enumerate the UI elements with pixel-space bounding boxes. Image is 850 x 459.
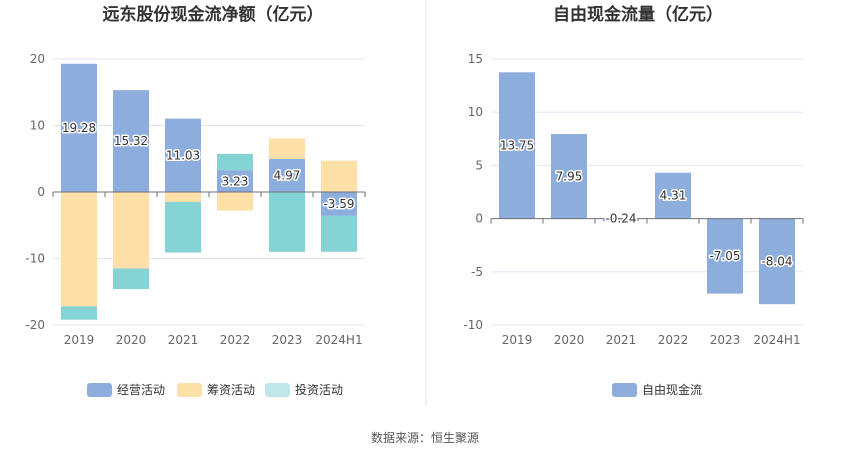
data-label: 4.31	[660, 189, 687, 203]
bar-segment	[217, 192, 253, 211]
bar-segment	[165, 118, 201, 192]
bar-segment	[113, 268, 149, 290]
cash-flow-net-chart: 远东股份现金流净额（亿元） 20 10 0 -10 -20 2019 2020 2021 2022…	[25, 4, 366, 397]
y-tick-label: -10	[25, 252, 45, 266]
x-tick-label: 2019	[64, 333, 95, 347]
chart-title: 自由现金流量（亿元）	[553, 4, 723, 25]
legend-item[interactable]: 筹资活动	[177, 383, 255, 397]
bar	[603, 218, 639, 222]
data-label: 11.03	[166, 148, 200, 162]
bar-segment	[217, 153, 253, 171]
data-label: 4.97	[274, 168, 301, 182]
bar-segment	[113, 192, 149, 269]
bar-segment	[269, 138, 305, 159]
x-tick-label: 2024H1	[753, 333, 800, 347]
bar	[551, 134, 587, 219]
bar-segment	[321, 192, 357, 216]
legend-swatch	[177, 383, 202, 397]
legend-label: 经营活动	[117, 383, 165, 397]
legend-label: 自由现金流	[642, 382, 702, 397]
data-label: -8.04	[761, 254, 792, 268]
data-label: 3.23	[222, 174, 249, 188]
y-tick-label: -10	[463, 318, 483, 332]
data-label: -0.24	[605, 212, 636, 226]
legend-swatch	[87, 383, 112, 397]
y-tick-label: 0	[475, 212, 483, 226]
bar	[499, 72, 535, 219]
data-label: -7.05	[709, 249, 740, 263]
bar	[655, 172, 691, 219]
bar-segment	[165, 192, 201, 202]
bar-segment	[269, 192, 305, 252]
y-tick-label: -20	[25, 318, 45, 332]
x-tick-label: 2019	[502, 333, 533, 347]
y-tick-label: 5	[475, 158, 483, 172]
x-tick-label: 2022	[658, 333, 689, 347]
legend-swatch	[265, 383, 290, 397]
x-tick-label: 2023	[710, 333, 741, 347]
legend-label: 投资活动	[295, 382, 343, 397]
x-tick-label: 2023	[272, 333, 303, 347]
bar	[707, 218, 743, 294]
bar-segment	[165, 201, 201, 253]
bar-segment	[321, 215, 357, 252]
x-tick-label: 2021	[168, 333, 199, 347]
legend-item[interactable]: 投资活动	[265, 382, 343, 397]
bar-segment	[61, 192, 97, 307]
y-tick-label: 20	[30, 52, 45, 66]
data-label: 19.28	[62, 121, 96, 135]
data-label: 7.95	[556, 169, 583, 183]
bar-segment	[61, 63, 97, 193]
chart-title: 远东股份现金流净额（亿元）	[103, 4, 324, 25]
y-tick-label: 15	[468, 52, 483, 66]
legend-item[interactable]: 自由现金流	[612, 382, 702, 397]
x-tick-label: 2021	[606, 333, 637, 347]
bar-segment	[61, 306, 97, 320]
x-tick-label: 2020	[116, 333, 147, 347]
data-label: -3.59	[323, 197, 354, 211]
legend-item[interactable]: 经营活动	[87, 383, 165, 397]
free-cash-flow-chart: 自由现金流量（亿元） 15 10 5 0 -5 -10 2019 2020 2021 2022 202…	[463, 4, 804, 397]
bar-segment	[321, 160, 357, 192]
bar	[759, 218, 795, 305]
legend-swatch	[612, 383, 637, 397]
bar-segment	[113, 90, 149, 192]
data-label: 15.32	[114, 134, 148, 148]
y-tick-label: 0	[37, 185, 45, 199]
y-tick-label: 10	[468, 105, 483, 119]
y-tick-label: 10	[30, 119, 45, 133]
x-tick-label: 2024H1	[315, 333, 362, 347]
x-tick-label: 2020	[554, 333, 585, 347]
x-tick-label: 2022	[220, 333, 251, 347]
bar-segment	[217, 170, 253, 192]
data-source-note: 数据来源：恒生聚源	[370, 431, 479, 445]
legend-label: 筹资活动	[207, 383, 255, 397]
y-tick-label: -5	[471, 265, 483, 279]
bar-segment	[269, 158, 305, 192]
data-label: 13.75	[500, 138, 534, 152]
